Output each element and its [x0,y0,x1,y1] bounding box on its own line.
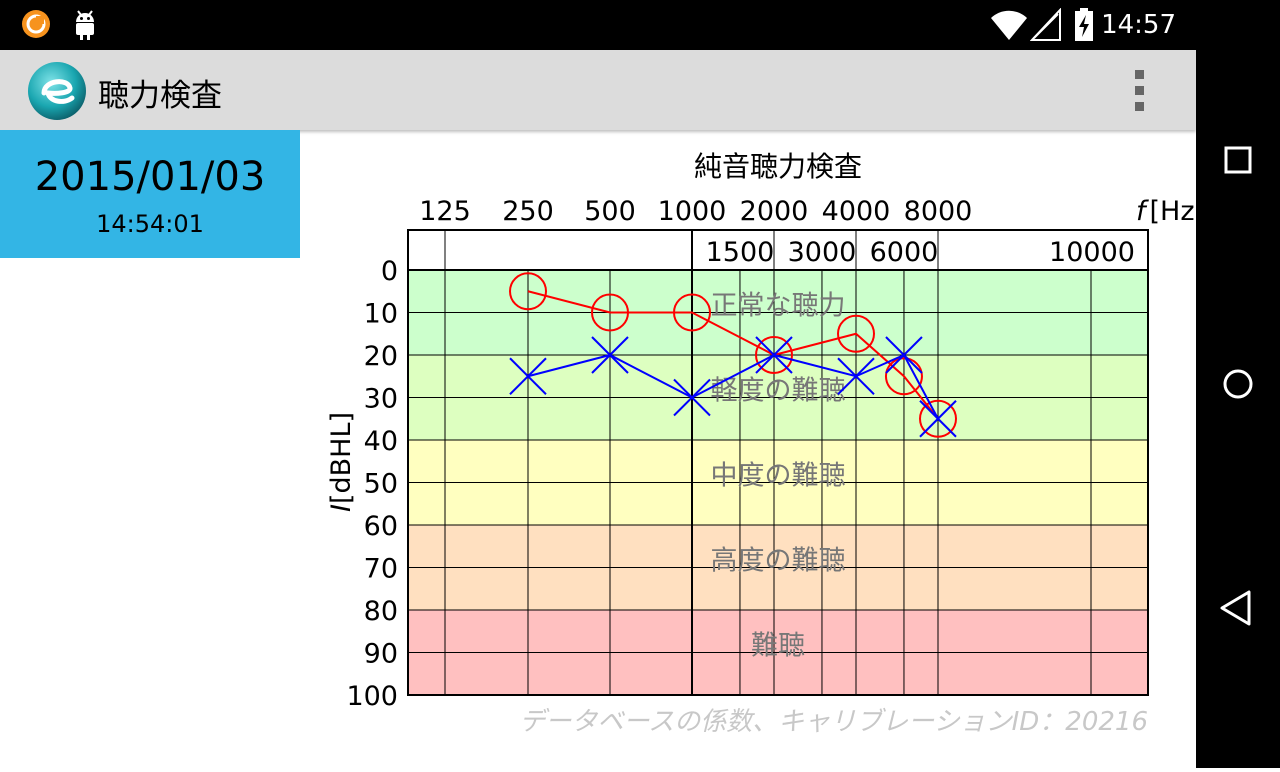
x-intermediate-label: 3000 [788,237,857,268]
x-tick-label: 2000 [740,196,809,227]
right-ear-marker [919,399,957,438]
cellular-signal-icon [1030,8,1061,41]
right-ear-marker [884,357,923,396]
status-bar: 14:57 [0,0,1196,50]
notification-app-icon [22,10,50,38]
x-tick-label: 250 [502,196,554,227]
right-ear-marker [755,336,793,374]
android-icon [76,10,94,40]
y-tick-label: 90 [364,639,398,670]
left-ear-marker [509,357,547,395]
left-ear-marker [673,378,711,417]
left-ear-marker [591,336,629,374]
left-ear-marker [919,400,957,438]
chart-frame [407,229,1149,696]
recent-apps-icon[interactable] [1216,138,1260,182]
y-tick-label: 50 [364,469,398,500]
record-date: 2015/01/03 [34,154,266,200]
x-intermediate-label: 1500 [706,237,775,268]
right-ear-marker [837,314,875,353]
zone-label: 軽度の難聴 [711,376,846,407]
chart-title: 純音聴力検査 [694,150,862,183]
y-tick-label: 60 [364,511,398,542]
left-ear-marker [755,336,793,374]
y-tick-label: 10 [364,299,398,330]
y-tick-label: 80 [364,596,398,627]
record-item-selected[interactable]: 2015/01/03 14:54:01 [0,130,300,258]
x-tick-label: 125 [419,196,471,227]
y-tick-label: 100 [346,681,398,712]
audiogram-chart: 正常な聴力 軽度の難聴 中度の難聴 高度の難聴 難聴 純音聴力検査 125 250 500 10… [300,130,1205,768]
x-axis-label: f[Hz] [1136,196,1196,227]
right-ear-marker [509,272,547,311]
x-intermediate-label: 6000 [870,237,939,268]
calibration-footnote: データベースの係数、キャリブレーションID：20216 [519,707,1148,737]
y-tick-label: 70 [364,554,398,585]
zone-label: 高度の難聴 [711,546,846,577]
x-intermediate-label: 10000 [1049,237,1135,268]
overflow-menu-icon[interactable] [1128,68,1150,114]
status-time: 14:57 [1101,10,1176,40]
right-ear-marker [673,293,711,332]
x-tick-label: 500 [584,196,636,227]
y-tick-label: 30 [364,384,398,415]
zone-label: 難聴 [751,631,805,662]
e-logo-icon[interactable] [26,60,88,122]
record-time: 14:54:01 [96,210,204,238]
navigation-bar [1196,0,1280,768]
y-tick-label: 20 [364,341,398,372]
battery-charging-icon [1075,8,1093,41]
left-ear-marker [885,336,923,374]
left-ear-marker [837,357,875,395]
app-title: 聴力検査 [98,78,222,114]
y-tick-label: 40 [364,426,398,457]
wifi-icon [991,10,1027,40]
right-ear-marker [591,293,629,332]
y-axis-label: I[dBHL] [326,412,357,512]
zone-label: 正常な聴力 [711,291,846,322]
x-tick-label: 8000 [904,196,973,227]
back-icon[interactable] [1216,586,1260,630]
home-icon[interactable] [1216,362,1260,406]
x-tick-label: 4000 [822,196,891,227]
action-bar: 聴力検査 [0,50,1196,130]
x-tick-label: 1000 [658,196,727,227]
y-tick-label: 0 [381,256,398,287]
zone-label: 中度の難聴 [711,461,846,492]
